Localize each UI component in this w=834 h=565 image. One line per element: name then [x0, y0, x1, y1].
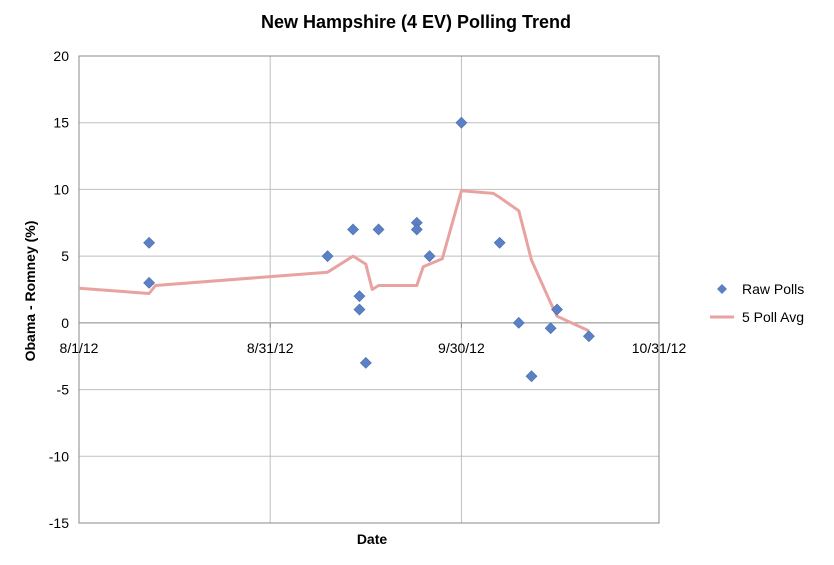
- x-axis-label: Date: [357, 531, 388, 547]
- raw-poll-point: [353, 290, 366, 303]
- raw-poll-point: [321, 250, 334, 263]
- x-tick-label: 9/30/12: [438, 340, 485, 356]
- y-tick-label: 5: [61, 248, 69, 264]
- y-tick-label: -10: [49, 448, 69, 464]
- raw-poll-point: [143, 276, 156, 289]
- raw-poll-point: [455, 116, 468, 129]
- y-axis: 20 15 10 5 0 -5 -10 -15: [49, 48, 69, 531]
- y-tick-label: 15: [53, 115, 69, 131]
- x-axis: 8/1/12 8/31/12 9/30/12 10/31/12: [60, 322, 687, 356]
- avg-line: [78, 189, 590, 333]
- raw-polls-layer: [143, 116, 595, 383]
- y-tick-label: 20: [53, 48, 69, 64]
- y-axis-label: Obama - Romney (%): [22, 221, 38, 362]
- raw-poll-point: [347, 223, 359, 236]
- y-tick-label: -5: [57, 382, 70, 398]
- legend-avg-label: 5 Poll Avg: [742, 309, 804, 325]
- raw-poll-point: [372, 223, 385, 236]
- raw-poll-point: [551, 303, 563, 316]
- raw-poll-point: [512, 316, 525, 329]
- x-tick-label: 10/31/12: [632, 340, 687, 356]
- raw-poll-point: [525, 370, 538, 383]
- chart-title: New Hampshire (4 EV) Polling Trend: [261, 12, 571, 32]
- legend-raw-label: Raw Polls: [742, 281, 804, 297]
- x-tick-label: 8/31/12: [247, 340, 294, 356]
- y-tick-label: 10: [53, 181, 69, 197]
- x-tick-label: 8/1/12: [60, 340, 99, 356]
- y-tick-label: -15: [49, 515, 69, 531]
- plot-area: [78, 55, 660, 524]
- grid: [78, 55, 660, 524]
- raw-poll-point: [493, 236, 506, 249]
- avg-line-layer: [78, 189, 590, 333]
- raw-poll-point: [359, 356, 372, 369]
- legend-raw-marker: [717, 284, 727, 294]
- raw-poll-point: [582, 330, 595, 343]
- raw-poll-point: [143, 236, 156, 249]
- raw-poll-point: [544, 322, 557, 335]
- y-tick-label: 0: [61, 315, 69, 331]
- raw-poll-point: [423, 250, 436, 263]
- raw-poll-point: [353, 303, 366, 316]
- raw-poll-point: [410, 223, 423, 236]
- legend: Raw Polls 5 Poll Avg: [710, 281, 804, 325]
